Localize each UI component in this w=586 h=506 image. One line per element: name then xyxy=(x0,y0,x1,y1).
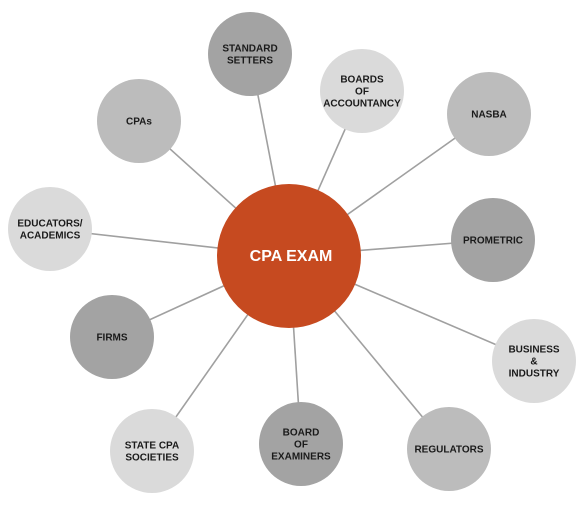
node-circle-prometric xyxy=(451,198,535,282)
center-node: CPA EXAM xyxy=(217,184,361,328)
node-label-line: CPAs xyxy=(126,117,152,128)
node-circle-standard-setters xyxy=(208,12,292,96)
node-label-line: SOCIETIES xyxy=(125,453,179,464)
node-educators-academics: EDUCATORS/ACADEMICS xyxy=(8,187,92,271)
node-label-nasba: NASBA xyxy=(471,110,507,121)
node-circle-nasba xyxy=(447,72,531,156)
node-circle-business-and-industry xyxy=(492,319,576,403)
node-label-line: EDUCATORS/ xyxy=(17,219,82,230)
node-standard-setters: STANDARD SETTERS xyxy=(208,12,292,96)
node-label-line: ACADEMICS xyxy=(20,231,81,242)
node-label-line: BOARD xyxy=(283,428,320,439)
node-label-line: & xyxy=(530,357,537,368)
node-label-educators-academics: EDUCATORS/ACADEMICS xyxy=(17,219,82,242)
node-label-line: REGULATORS xyxy=(414,445,483,456)
node-circle-board-of-examiners xyxy=(259,402,343,486)
node-label-regulators: REGULATORS xyxy=(414,445,483,456)
node-circle-regulators xyxy=(407,407,491,491)
node-label-line: SETTERS xyxy=(227,56,273,67)
node-board-of-examiners: BOARD OF EXAMINERS xyxy=(259,402,343,486)
node-prometric: PROMETRIC xyxy=(451,198,535,282)
node-business-and-industry: BUSINESS & INDUSTRY xyxy=(492,319,576,403)
node-label-prometric: PROMETRIC xyxy=(463,236,523,247)
node-circle-boards-of-accountancy xyxy=(320,49,404,133)
node-label-boards-of-accountancy: BOARDS OF ACCOUNTANCY xyxy=(323,75,401,110)
node-circle-cpas xyxy=(97,79,181,163)
node-boards-of-accountancy: BOARDS OF ACCOUNTANCY xyxy=(320,49,404,133)
node-cpas: CPAs xyxy=(97,79,181,163)
node-label-board-of-examiners: BOARD OF EXAMINERS xyxy=(271,428,331,463)
node-label-state-cpa-societies: STATE CPA SOCIETIES xyxy=(125,441,179,464)
node-label-business-and-industry: BUSINESS & INDUSTRY xyxy=(508,345,559,380)
node-label-line: OF xyxy=(294,440,308,451)
center-label: CPA EXAM xyxy=(250,248,333,265)
node-label-line: BOARDS xyxy=(340,75,384,86)
node-label-line: NASBA xyxy=(471,110,507,121)
node-circle-educators-academics xyxy=(8,187,92,271)
node-regulators: REGULATORS xyxy=(407,407,491,491)
center-circle xyxy=(217,184,361,328)
node-state-cpa-societies: STATE CPA SOCIETIES xyxy=(110,409,194,493)
node-label-line: INDUSTRY xyxy=(509,369,560,380)
node-label-firms: FIRMS xyxy=(96,333,127,344)
node-label-line: STATE CPA xyxy=(125,441,179,452)
node-label-line: FIRMS xyxy=(96,333,127,344)
node-label-line: EXAMINERS xyxy=(271,452,331,463)
node-firms: FIRMS xyxy=(70,295,154,379)
node-label-cpas: CPAs xyxy=(126,117,152,128)
node-circle-state-cpa-societies xyxy=(110,409,194,493)
node-nasba: NASBA xyxy=(447,72,531,156)
node-label-standard-setters: STANDARD SETTERS xyxy=(222,44,277,67)
node-label-line: STANDARD xyxy=(222,44,277,55)
node-circle-firms xyxy=(70,295,154,379)
node-label-line: BUSINESS xyxy=(508,345,559,356)
node-label-line: PROMETRIC xyxy=(463,236,523,247)
node-label-line: OF xyxy=(355,87,369,98)
node-label-line: ACCOUNTANCY xyxy=(323,99,401,110)
